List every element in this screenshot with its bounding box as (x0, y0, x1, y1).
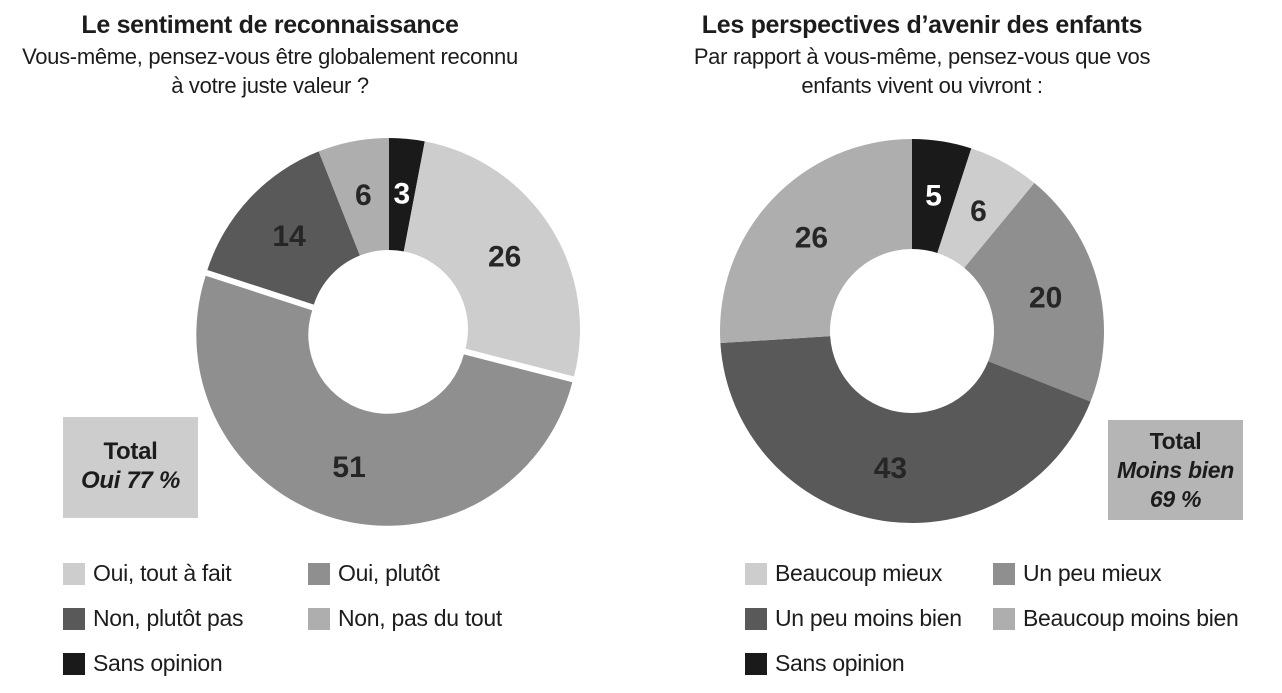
chart-title: Le sentiment de reconnaissance (81, 11, 459, 39)
legend-item: Beaucoup mieux (745, 551, 993, 596)
slice-value-label: 26 (488, 240, 521, 273)
pie-slice (964, 183, 1105, 402)
legend-label: Beaucoup mieux (775, 560, 943, 586)
legend-label: Oui, plutôt (338, 560, 440, 586)
slice-value-label: 26 (795, 221, 828, 254)
pie-slice (403, 141, 581, 377)
legend-item: Un peu mieux (993, 551, 1239, 596)
legend-label: Sans opinion (93, 650, 223, 676)
legend-item: Sans opinion (63, 641, 308, 686)
legend-item: Non, pas du tout (308, 596, 502, 641)
chart-subtitle: Par rapport à vous-même, pensez-vous que… (693, 44, 1151, 98)
legend-label: Sans opinion (775, 650, 905, 676)
legend-perspectives: Beaucoup mieux Un peu mieux Un peu moins b… (745, 551, 1239, 686)
total-box-oui: Total Oui 77 % (63, 417, 198, 518)
total-box-value: 69 % (1149, 486, 1202, 512)
panel-perspectives: Les perspectives d’avenir des enfants Pa… (640, 0, 1282, 693)
pie-slice (720, 139, 912, 344)
panel-reconnaissance: Le sentiment de reconnaissance Vous-même… (0, 0, 640, 693)
legend-item: Non, plutôt pas (63, 596, 308, 641)
total-box-value: Oui 77 % (81, 467, 180, 494)
donut-chart-perspectives: 5 6 20 43 26 (720, 139, 1105, 524)
chart-header: Les perspectives d’avenir des enfants Pa… (652, 10, 1192, 100)
legend-swatch-icon (63, 607, 85, 630)
pie-slice (937, 148, 1035, 268)
chart-title: Les perspectives d’avenir des enfants (701, 11, 1143, 39)
slice-value-label: 3 (394, 177, 411, 210)
chart-subtitle: Vous-même, pensez-vous être globalement … (22, 44, 518, 98)
legend-label: Un peu mieux (1023, 560, 1162, 586)
pie-slice (196, 275, 573, 526)
legend-swatch-icon (745, 562, 767, 585)
slice-value-label: 6 (970, 195, 987, 228)
legend-item: Sans opinion (745, 641, 993, 686)
slice-value-label: 14 (272, 220, 306, 253)
pie-slice (207, 151, 360, 305)
legend-label: Oui, tout à fait (93, 560, 232, 586)
legend-item: Oui, tout à fait (63, 551, 308, 596)
pie-slice (912, 139, 972, 254)
slice-value-label: 20 (1029, 282, 1062, 315)
pie-slice (318, 138, 389, 256)
legend-swatch-icon (993, 562, 1015, 585)
total-box-caption: Total (1149, 428, 1202, 454)
legend-swatch-icon (745, 652, 767, 675)
slice-value-label: 43 (874, 452, 907, 485)
total-box-value: Moins bien (1116, 457, 1235, 483)
slice-value-label: 51 (332, 451, 365, 484)
total-box-caption: Total (103, 438, 158, 465)
legend-item: Un peu moins bien (745, 596, 993, 641)
legend-label: Non, pas du tout (338, 605, 502, 631)
slice-value-label: 5 (925, 180, 942, 213)
legend-item: Oui, plutôt (308, 551, 502, 596)
legend-swatch-icon (745, 607, 767, 630)
legend-swatch-icon (63, 652, 85, 675)
pie-slice (720, 336, 1091, 524)
legend-item: Beaucoup moins bien (993, 596, 1239, 641)
total-box-moins-bien: Total Moins bien 69 % (1108, 420, 1243, 520)
legend-swatch-icon (308, 607, 330, 630)
chart-header: Le sentiment de reconnaissance Vous-même… (0, 10, 540, 100)
legend-swatch-icon (993, 607, 1015, 630)
donut-chart-reconnaissance: 3 26 51 14 6 (196, 138, 581, 526)
legend-label: Un peu moins bien (775, 605, 962, 631)
legend-label: Non, plutôt pas (93, 605, 244, 631)
pie-slice (389, 138, 425, 252)
legend-swatch-icon (63, 562, 85, 585)
legend-swatch-icon (308, 562, 330, 585)
legend-reconnaissance: Oui, tout à fait Oui, plutôt Non, plutôt p… (63, 551, 502, 686)
slice-value-label: 6 (355, 179, 372, 212)
legend-label: Beaucoup moins bien (1023, 605, 1239, 631)
